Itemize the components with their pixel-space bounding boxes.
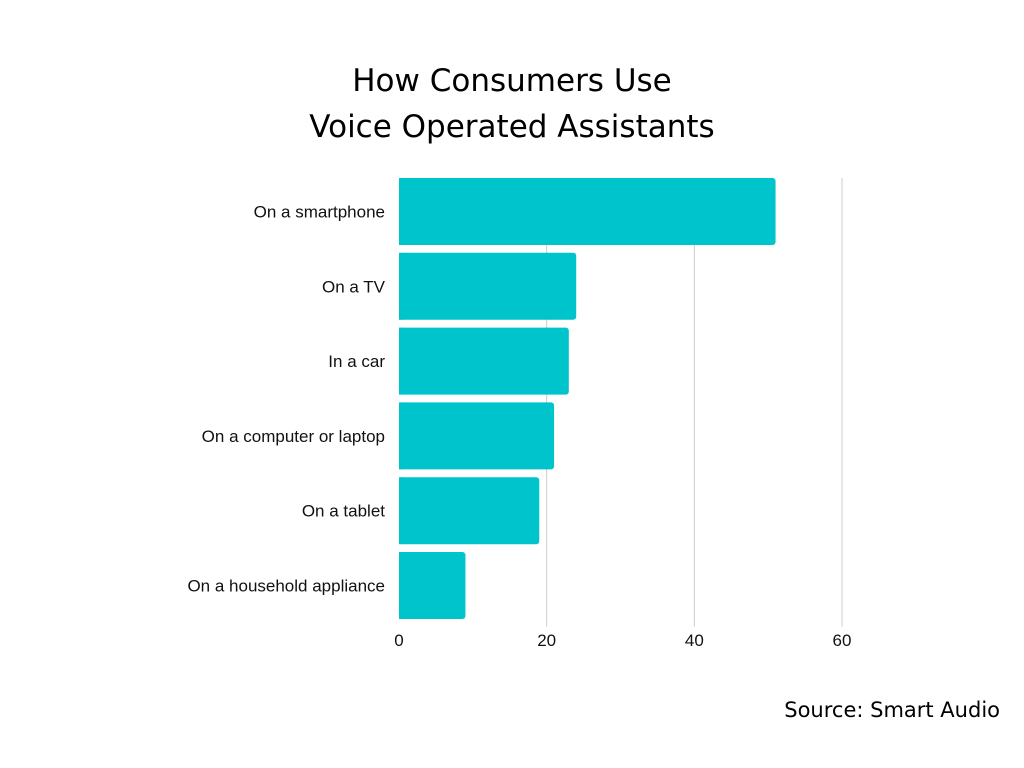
bar-1	[399, 252, 577, 320]
bar-0	[399, 178, 776, 245]
bar-3	[399, 402, 555, 470]
bar-2	[399, 327, 569, 395]
source-note: Source: Smart Audio	[784, 698, 1000, 722]
bar-left-edge-2	[399, 327, 403, 395]
category-label-4: On a tablet	[302, 502, 385, 521]
bar-left-edge-4	[399, 477, 403, 545]
category-label-2: In a car	[328, 352, 385, 371]
bar-5	[399, 552, 466, 619]
category-label-1: On a TV	[322, 277, 386, 296]
x-tick-label-20: 20	[537, 631, 556, 650]
x-tick-label-60: 60	[833, 631, 852, 650]
category-label-3: On a computer or laptop	[202, 427, 385, 446]
category-label-0: On a smartphone	[254, 203, 385, 222]
bar-left-edge-5	[399, 552, 403, 619]
bar-4	[399, 477, 540, 545]
chart-title-line-1: How Consumers Use	[352, 63, 672, 99]
x-tick-label-40: 40	[685, 631, 704, 650]
chart-title-line-2: Voice Operated Assistants	[309, 109, 715, 145]
chart-title: How Consumers Use Voice Operated Assista…	[0, 58, 1024, 150]
bar-left-edge-1	[399, 252, 403, 320]
x-tick-label-0: 0	[394, 631, 403, 650]
category-label-5: On a household appliance	[187, 577, 385, 596]
bar-left-edge-3	[399, 402, 403, 470]
bar-left-edge-0	[399, 178, 403, 245]
